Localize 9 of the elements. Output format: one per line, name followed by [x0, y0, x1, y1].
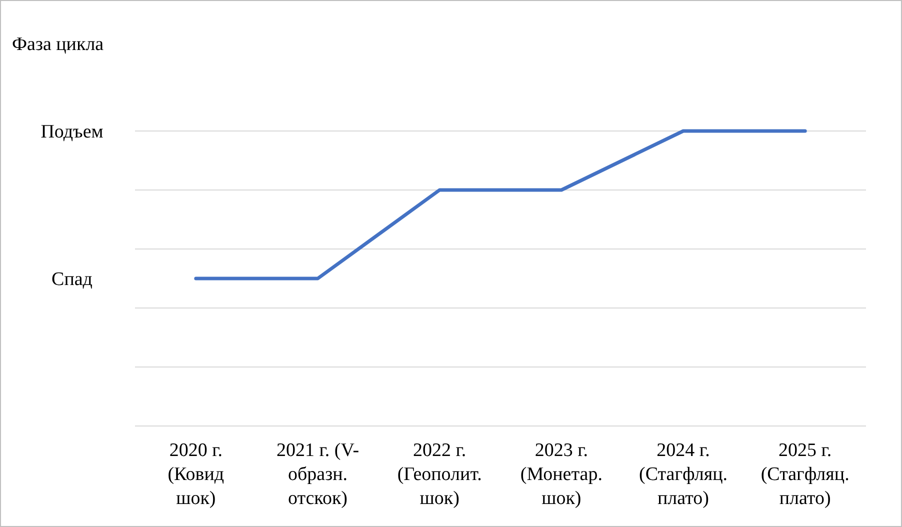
x-tick-label: 2023 г. (Монетар. шок) [520, 440, 602, 509]
x-tick-label: 2022 г. (Геополит. шок) [397, 440, 482, 509]
x-tick-label: 2025 г. (Стагфляц. плато) [760, 440, 850, 509]
text: Спад [52, 269, 93, 290]
y-axis-title: Фаза цикла [12, 34, 104, 55]
text: Подъем [40, 122, 104, 143]
x-tick-label: 2024 г. (Стагфляц. плато) [639, 440, 728, 509]
x-tick-label: 2021 г. (V- образн. отскок) [276, 440, 360, 509]
x-tick-label: 2020 г. (Ковид шок) [168, 440, 224, 509]
